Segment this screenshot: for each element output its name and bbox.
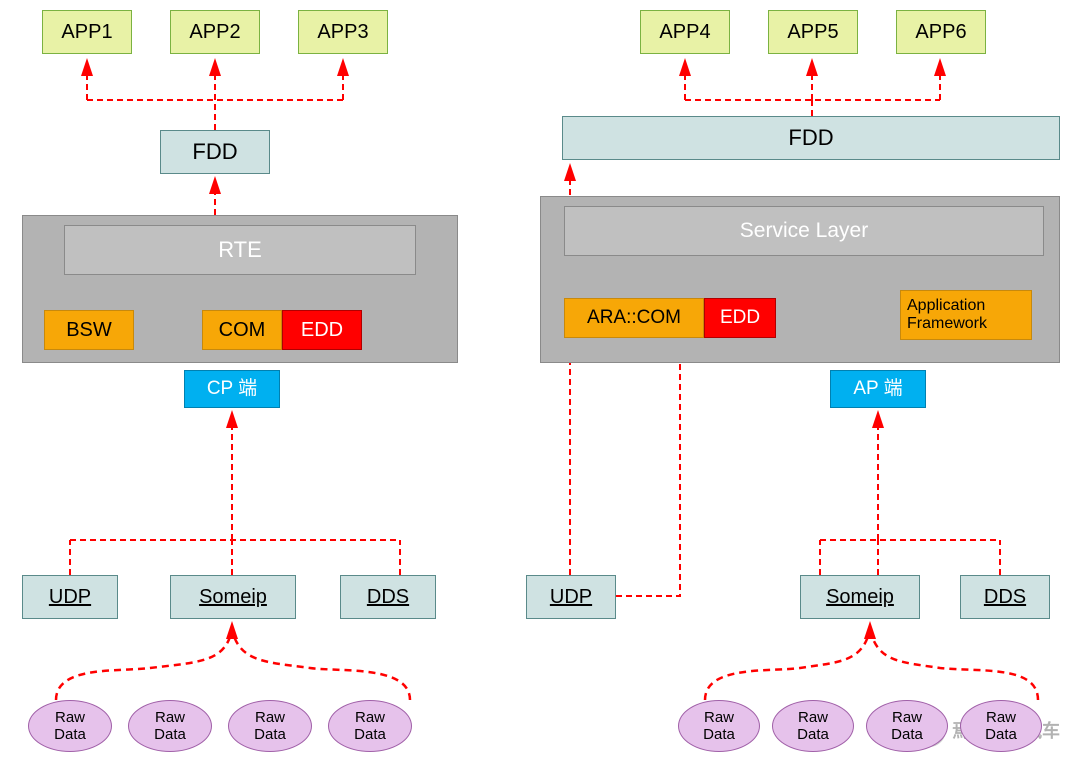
edd-box: EDD xyxy=(282,310,362,350)
raw-data: Raw Data xyxy=(772,700,854,752)
dds-right: DDS xyxy=(960,575,1050,619)
bsw-box: BSW xyxy=(44,310,134,350)
raw-data: Raw Data xyxy=(28,700,112,752)
protocol-box: Someip xyxy=(170,575,296,619)
fdd-box-right: FDD xyxy=(562,116,1060,160)
rte-box: RTE xyxy=(64,225,416,275)
app-box: APP1 xyxy=(42,10,132,54)
someip-right: Someip xyxy=(800,575,920,619)
app-box: APP4 xyxy=(640,10,730,54)
raw-data: Raw Data xyxy=(866,700,948,752)
cp-box: CP 端 xyxy=(184,370,280,408)
raw-data: Raw Data xyxy=(328,700,412,752)
com-box: COM xyxy=(202,310,282,350)
app-framework: Application Framework xyxy=(900,290,1032,340)
edd-box-right: EDD xyxy=(704,298,776,338)
raw-data: Raw Data xyxy=(960,700,1042,752)
protocol-box: UDP xyxy=(22,575,118,619)
protocol-box: DDS xyxy=(340,575,436,619)
service-layer: Service Layer xyxy=(564,206,1044,256)
raw-data: Raw Data xyxy=(678,700,760,752)
ap-box: AP 端 xyxy=(830,370,926,408)
udp-right: UDP xyxy=(526,575,616,619)
app-box: APP3 xyxy=(298,10,388,54)
app-box: APP6 xyxy=(896,10,986,54)
app-box: APP2 xyxy=(170,10,260,54)
app-box: APP5 xyxy=(768,10,858,54)
fdd-box: FDD xyxy=(160,130,270,174)
raw-data: Raw Data xyxy=(128,700,212,752)
raw-data: Raw Data xyxy=(228,700,312,752)
ara-com: ARA::COM xyxy=(564,298,704,338)
